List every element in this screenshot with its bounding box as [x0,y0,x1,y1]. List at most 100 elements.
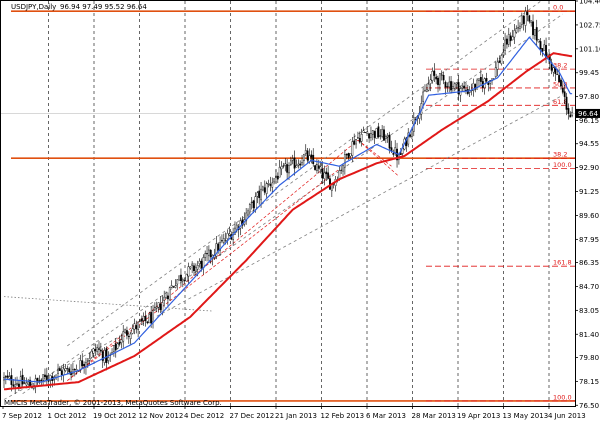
candle-body [271,182,274,188]
candle-body [181,279,184,282]
candle-body [479,77,482,82]
candle-body [295,165,298,168]
candle-body [349,153,352,157]
price-tick-label: 86.35 [579,259,599,267]
candle-body [448,81,451,88]
date-tick-label: 7 Sep 2012 [2,412,42,420]
candle-body [62,368,65,376]
candle-body [537,39,540,43]
candle-body [472,83,475,91]
candle-body [135,325,138,330]
candle-body [36,377,39,381]
fib-level-label: 161.8 [553,259,572,267]
candle-body [96,347,99,352]
candle-body [366,131,369,134]
candle-body [16,382,18,386]
candle-body [256,192,259,197]
candle-body [163,296,166,301]
candle-body [368,133,371,139]
candle-body [424,90,426,92]
candle-body [12,384,15,387]
candle-body [206,253,208,255]
date-tick-label: 19 Oct 2012 [93,412,136,420]
candle-body [452,86,454,89]
price-tick-label: 76.50 [579,402,599,410]
candle-body [297,163,300,166]
candle-body [202,257,205,269]
candle-body [280,166,283,170]
candle-body [358,138,361,143]
candle-body [384,136,387,139]
candle-body [496,61,499,70]
candle-body [561,87,564,93]
candle-body [105,348,108,363]
candle-body [273,178,276,183]
candle-body [221,240,223,242]
candle-body [4,376,7,378]
candle-body [254,196,257,210]
candle-body [571,111,574,116]
symbol-title: USDJPY,Daily [11,3,56,11]
candle-body [269,184,272,186]
candle-body [345,153,348,156]
candle-body [286,164,289,173]
current-price-tag: 96.64 [576,108,600,118]
ohlc-values: 96.94 97.49 95.52 96.64 [60,3,147,11]
candle-body [57,369,59,374]
candle-body [194,266,197,272]
candle-body [176,279,179,285]
candle-body [209,249,212,258]
candle-body [219,242,221,251]
candle-body [515,28,518,33]
candle-body [247,210,249,216]
candle-body [144,315,147,322]
candle-body [442,75,445,81]
candle-body [422,91,425,102]
candle-body [204,253,207,258]
candle-body [114,343,117,351]
candle-body [14,384,17,388]
candle-body [124,329,126,334]
candle-body [228,233,231,236]
fib-fan-line [67,168,340,381]
candle-body [474,84,477,90]
candle-body [217,243,220,251]
candle-body [131,328,134,334]
price-tick-label: 87.95 [579,236,599,244]
price-tick-label: 78.15 [579,378,599,386]
candle-body [494,67,497,77]
candle-body [258,190,261,199]
candle-body [260,188,262,201]
candle-body [72,368,74,374]
candle-body [370,133,372,138]
candle-body [94,349,97,352]
ma-slow-line [3,52,573,391]
candle-body [556,74,559,76]
price-tick-label: 89.60 [579,212,599,220]
candle-body [224,239,227,241]
candle-body [347,153,350,158]
candle-body [513,30,516,38]
candle-body [526,12,529,16]
candle-body [191,263,194,266]
candle-body [455,82,458,85]
fib-level-label: 0.0 [553,4,563,12]
fib-level-label: 61.8 [553,98,567,106]
candle-body [362,130,365,133]
candle-body [433,70,436,76]
candle-body [353,140,356,145]
candle-body [99,349,102,352]
candle-body [291,158,294,161]
candle-body [450,81,452,91]
candle-body [118,341,121,345]
date-tick-label: 27 Dec 2012 [230,412,275,420]
candle-body [351,141,354,156]
candle-body [539,41,542,50]
fib-level-label: 38.2 [553,62,567,70]
candle-body [170,285,173,288]
candle-body [178,275,181,281]
fib-level-label: 38.2 [553,151,567,159]
candle-body [183,280,186,282]
